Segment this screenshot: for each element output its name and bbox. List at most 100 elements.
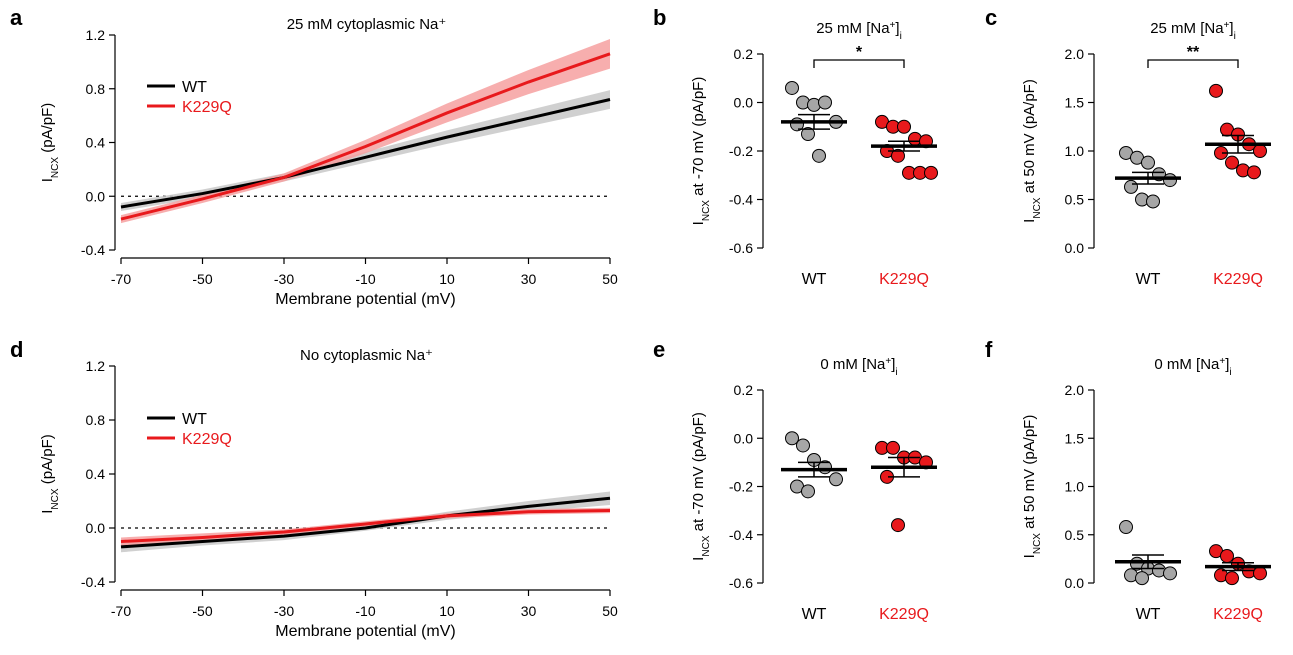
data-point-k229q: [1220, 548, 1234, 563]
label-part: I: [39, 510, 56, 514]
data-point-wt: [796, 438, 810, 453]
x-tick-label: -70: [111, 603, 131, 619]
label-part: i: [1234, 31, 1236, 42]
data-point-wt: [1124, 179, 1138, 194]
label-part: NCX: [50, 157, 61, 178]
data-point-wt: [801, 484, 815, 499]
label-part: +: [890, 20, 896, 31]
label-part: i: [1229, 367, 1231, 378]
label-part: 0 mM [Na: [820, 356, 886, 373]
x-axis-label: Membrane potential (mV): [275, 291, 456, 308]
data-point-k229q: [1247, 165, 1261, 180]
panel-letter: e: [653, 337, 665, 362]
data-point-k229q: [891, 148, 905, 163]
legend-label-wt: WT: [182, 411, 207, 428]
data-point-wt: [1119, 520, 1133, 535]
x-tick-label: -10: [355, 603, 375, 619]
x-tick-label: 10: [439, 271, 455, 287]
x-tick-label: 50: [602, 271, 618, 287]
panel-letter: f: [985, 337, 993, 362]
y-axis-label: INCX at -70 mV (pA/pF): [690, 412, 712, 561]
label-part: at -70 mV (pA/pF): [690, 412, 707, 535]
x-tick-label: -30: [274, 603, 294, 619]
y-tick-label: -0.4: [81, 574, 105, 590]
y-tick-label: 0.0: [1065, 575, 1085, 591]
y-tick-label: 0.5: [1065, 527, 1085, 543]
x-tick-label: 30: [521, 603, 537, 619]
data-point-wt: [785, 431, 799, 446]
x-tick-label: -70: [111, 271, 131, 287]
y-tick-label: 1.5: [1065, 95, 1085, 111]
panel-f: f 0.0 0.5 1.0 1.5 2.0 INCX at 50 mV (pA/pF) 0 m…: [985, 337, 1271, 623]
x-tick-label: 10: [439, 603, 455, 619]
data-point-k229q: [1253, 144, 1267, 158]
y-axis-label: INCX at 50 mV (pA/pF): [1021, 79, 1043, 223]
data-point-wt: [785, 80, 799, 95]
data-point-wt: [1146, 194, 1160, 209]
y-tick-label: -0.4: [729, 192, 753, 208]
y-tick-label: -0.2: [729, 143, 753, 159]
label-part: i: [895, 367, 897, 378]
panel-e: e -0.6 -0.4 -0.2 0.0 0.2 INCX at -70 mV (pA/pF…: [653, 337, 937, 623]
x-tick-label: -10: [355, 271, 375, 287]
label-part: 25 mM [Na: [816, 20, 890, 37]
significance-bracket: [1147, 59, 1239, 68]
x-tick-label: 50: [602, 603, 618, 619]
label-part: +: [885, 356, 891, 367]
chart-title: 0 mM [Na+]i: [1154, 356, 1231, 378]
y-axis-label: INCX (pA/pF): [39, 434, 61, 513]
y-tick-label: 0.0: [86, 520, 106, 536]
label-part: NCX: [701, 200, 712, 221]
y-tick-label: 0.0: [734, 95, 754, 111]
legend-label-k229q: K229Q: [182, 99, 232, 116]
data-point-k229q: [1253, 566, 1267, 581]
label-part: NCX: [50, 488, 61, 509]
legend-label-wt: WT: [182, 79, 207, 96]
y-axis-label: INCX at -70 mV (pA/pF): [690, 77, 712, 226]
y-tick-label: 0.0: [734, 430, 754, 446]
y-tick-label: 1.5: [1065, 430, 1085, 446]
data-point-wt: [1135, 571, 1149, 586]
category-label-wt: WT: [802, 606, 827, 623]
label-part: 0 mM [Na: [1154, 356, 1220, 373]
y-tick-label: 0.0: [86, 188, 106, 204]
x-tick-label: 30: [521, 271, 537, 287]
category-label-wt: WT: [802, 271, 827, 288]
category-label-k229q: K229Q: [1213, 606, 1263, 623]
y-axis-label: INCX (pA/pF): [39, 103, 61, 182]
significance-label: **: [1187, 44, 1200, 61]
y-tick-label: -0.2: [729, 479, 753, 495]
label-part: at 50 mV (pA/pF): [1021, 415, 1038, 533]
panel-a: a -0.4 0.0 0.4 0.8 1.2 INCX (pA/pF) -70 -50 -30 -1…: [10, 5, 618, 308]
chart-title: 25 mM [Na+]i: [1150, 20, 1236, 42]
error-band-k229q: [121, 39, 610, 224]
y-tick-label: 1.2: [86, 358, 106, 374]
label-part: I: [39, 178, 56, 182]
data-point-wt: [1163, 173, 1177, 188]
label-part: ]: [891, 356, 895, 373]
y-tick-label: 1.0: [1065, 143, 1085, 159]
data-point-k229q: [891, 518, 905, 533]
significance-label: *: [856, 44, 863, 61]
panel-d: d -0.4 0.0 0.4 0.8 1.2 INCX (pA/pF) -70 -50 -30 -1…: [10, 337, 618, 640]
y-tick-label: -0.6: [729, 240, 753, 256]
y-tick-label: 2.0: [1065, 46, 1085, 62]
data-point-wt: [1141, 155, 1155, 170]
y-tick-label: 0.5: [1065, 192, 1085, 208]
label-part: I: [690, 557, 707, 561]
y-tick-label: 0.8: [86, 412, 106, 428]
data-point-wt: [812, 148, 826, 163]
y-tick-label: 1.2: [86, 27, 106, 43]
label-part: NCX: [701, 535, 712, 556]
data-point-k229q: [1209, 83, 1223, 98]
label-part: ]: [1225, 356, 1229, 373]
panel-b: b -0.6 -0.4 -0.2 0.0 0.2 INCX at -70 mV (pA/pF…: [653, 5, 938, 288]
panel-letter: c: [985, 5, 997, 30]
data-point-wt: [818, 95, 832, 110]
label-part: +: [1219, 356, 1225, 367]
panel-c: c 0.0 0.5 1.0 1.5 2.0 INCX at 50 mV (pA/pF) 25 …: [985, 5, 1271, 288]
data-point-k229q: [924, 165, 938, 180]
y-tick-label: 1.0: [1065, 479, 1085, 495]
chart-title: 25 mM [Na+]i: [816, 20, 902, 42]
y-tick-label: 0.8: [86, 81, 106, 97]
